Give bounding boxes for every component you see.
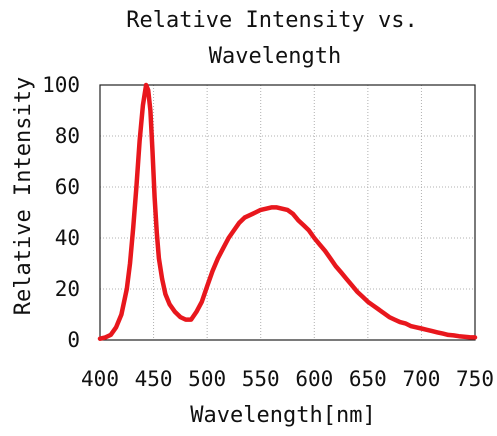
x-tick-label: 750 xyxy=(456,367,494,391)
x-tick-label: 600 xyxy=(295,367,333,391)
y-tick-label: 0 xyxy=(67,328,80,352)
y-tick-label: 80 xyxy=(55,124,80,148)
intensity-curve xyxy=(97,82,478,341)
chart-title-line-2: Wavelength xyxy=(209,44,341,69)
x-tick-label: 500 xyxy=(188,367,226,391)
x-tick-label: 400 xyxy=(81,367,119,391)
y-tick-label: 20 xyxy=(55,277,80,301)
y-tick-label: 100 xyxy=(42,73,80,97)
x-axis-title: Wavelength[nm] xyxy=(190,403,375,428)
grid-layer xyxy=(100,85,475,340)
y-tick-label: 40 xyxy=(55,226,80,250)
y-axis-ticks: 0 20 40 60 80 100 xyxy=(42,73,80,352)
x-axis-ticks: 400 450 500 550 600 650 700 750 xyxy=(81,367,494,391)
y-axis-title: Relative Intensity xyxy=(11,77,36,315)
y-tick-label: 60 xyxy=(55,175,80,199)
plot-frame xyxy=(99,84,476,341)
x-tick-label: 450 xyxy=(135,367,173,391)
x-tick-label: 650 xyxy=(349,367,387,391)
x-tick-label: 550 xyxy=(242,367,280,391)
chart-title-line-1: Relative Intensity vs. xyxy=(126,8,417,33)
x-tick-label: 700 xyxy=(402,367,440,391)
